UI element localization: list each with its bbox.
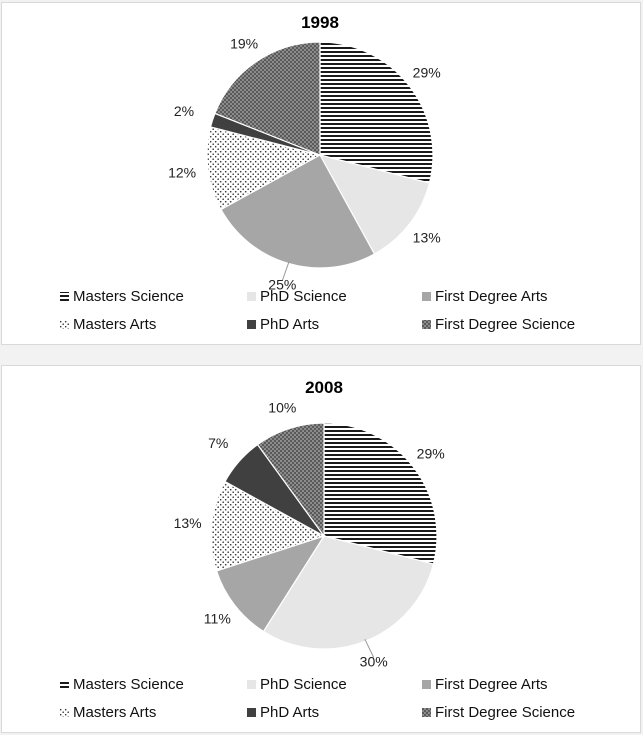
label-leader-line <box>364 638 375 658</box>
pie-slice-first-degree-science <box>256 422 325 538</box>
chart-title: 2008 <box>305 378 343 397</box>
pie-slice-masters-arts <box>210 480 326 572</box>
data-label-first-degree-science: 10% <box>268 400 296 416</box>
legend-swatch-first-degree-science <box>422 708 431 717</box>
label-leader-line <box>281 261 290 281</box>
legend-swatch-masters-science <box>60 292 69 301</box>
data-label-phd-arts: 2% <box>174 103 194 119</box>
legend-label-phd-arts: PhD Arts <box>260 704 319 721</box>
pie-chart-2008: 2008 29% 30% 11% 13% 7% 10% Masters Science PhD … <box>60 378 575 721</box>
pie-slice-masters-science <box>323 422 438 565</box>
legend-swatch-first-degree-arts <box>422 292 431 301</box>
legend-label-first-degree-arts: First Degree Arts <box>435 288 548 305</box>
pie-slice-masters-science <box>319 41 434 184</box>
legend-swatch-phd-arts <box>247 320 256 329</box>
data-label-first-degree-arts: 25% <box>268 277 296 293</box>
legend-swatch-phd-science <box>247 680 256 689</box>
legend-swatch-phd-arts <box>247 708 256 717</box>
legend-label-masters-science: Masters Science <box>73 676 184 693</box>
legend-label-first-degree-science: First Degree Science <box>435 704 575 721</box>
legend-label-phd-arts: PhD Arts <box>260 316 319 333</box>
data-label-masters-science: 29% <box>413 64 441 80</box>
legend-label-first-degree-arts: First Degree Arts <box>435 676 548 693</box>
legend-swatch-masters-arts <box>60 320 69 329</box>
data-label-phd-science: 13% <box>413 230 441 246</box>
legend-swatch-first-degree-science <box>422 320 431 329</box>
legend-label-masters-arts: Masters Arts <box>73 704 156 721</box>
data-label-first-degree-science: 19% <box>230 35 258 51</box>
pie-slice-masters-arts <box>206 126 322 211</box>
data-label-first-degree-arts: 11% <box>204 611 231 627</box>
data-label-masters-science: 29% <box>417 445 445 461</box>
pie-chart-1998: 1998 29% 13% 25% 12% 2% 19% Masters Science PhD … <box>60 13 575 333</box>
legend-label-phd-science: PhD Science <box>260 288 347 305</box>
legend-swatch-first-degree-arts <box>422 680 431 689</box>
chart-panel-1998: 1998 29% 13% 25% 12% 2% 19% Masters Science PhD … <box>1 2 641 345</box>
data-label-masters-arts: 12% <box>168 164 196 180</box>
legend-swatch-masters-science <box>60 680 69 689</box>
legend-label-first-degree-science: First Degree Science <box>435 316 575 333</box>
data-label-masters-arts: 13% <box>174 515 202 531</box>
pie-slice-first-degree-science <box>214 41 321 156</box>
legend-label-masters-science: Masters Science <box>73 288 184 305</box>
legend-label-phd-science: PhD Science <box>260 676 347 693</box>
chart-title: 1998 <box>301 13 339 32</box>
legend-label-masters-arts: Masters Arts <box>73 316 156 333</box>
pie-slice-first-degree-arts <box>215 534 326 633</box>
pie-slice-phd-science <box>318 154 431 255</box>
legend-swatch-masters-arts <box>60 708 69 717</box>
legend-swatch-phd-science <box>247 292 256 301</box>
data-label-phd-arts: 7% <box>208 435 228 451</box>
chart-panel-2008: 2008 29% 30% 11% 13% 7% 10% Masters Science PhD … <box>1 365 641 733</box>
data-label-phd-science: 30% <box>360 654 388 670</box>
